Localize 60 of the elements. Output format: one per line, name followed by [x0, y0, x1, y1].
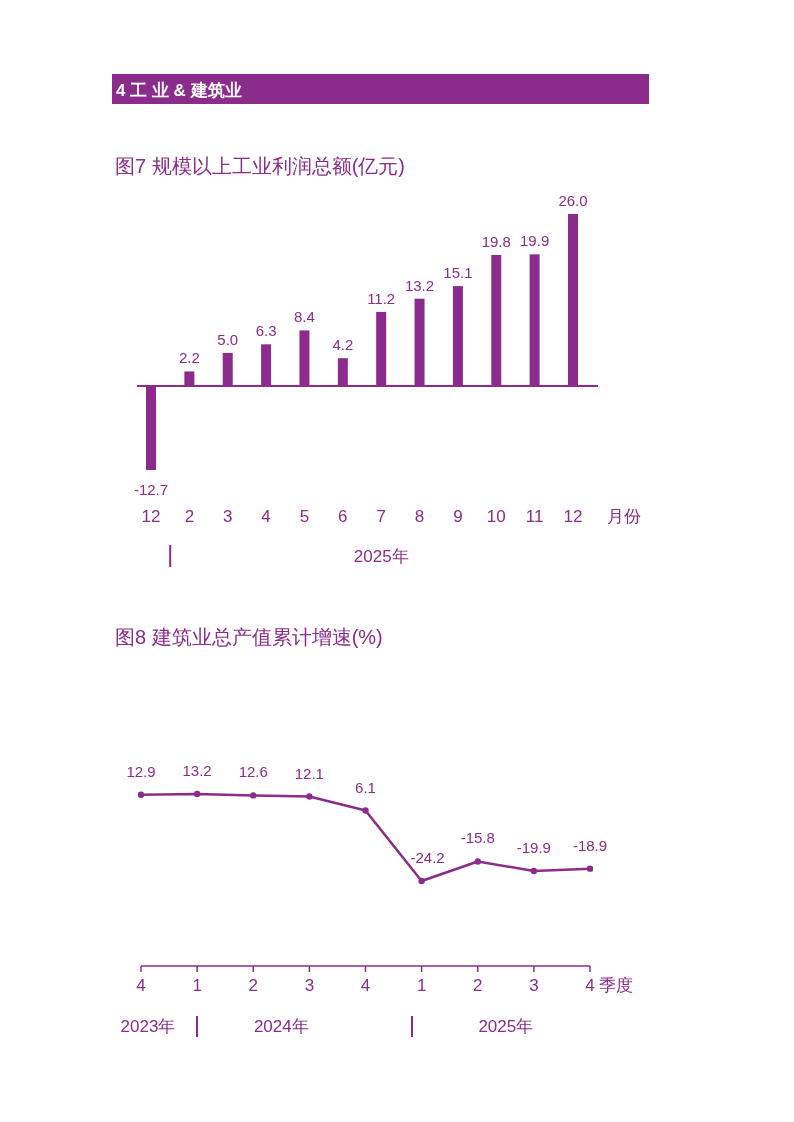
data-label: 6.1	[355, 778, 376, 796]
x-tick-label: 6	[338, 507, 348, 526]
x-axis-title: 季度	[599, 976, 633, 995]
data-label: -15.8	[460, 829, 495, 847]
data-label: 26.0	[558, 192, 588, 209]
x-axis-title: 月份	[607, 507, 641, 526]
x-tick-label: 7	[376, 507, 386, 526]
data-label: 13.2	[182, 762, 212, 779]
text: 2025年	[353, 547, 409, 566]
data-label: 6.3	[255, 322, 277, 340]
data-label: 5.0	[217, 330, 239, 348]
x-tick-label: 2	[184, 507, 195, 526]
data-label: -24.2	[410, 849, 445, 866]
data-label: 19.9	[520, 232, 550, 250]
x-tick-label: 1	[192, 976, 202, 995]
text: 2024年	[253, 1017, 309, 1036]
x-tick-label: 1	[416, 976, 427, 995]
x-tick-label: 2	[473, 976, 483, 995]
x-tick-label: 8	[414, 507, 425, 526]
data-label: 12.6	[238, 763, 268, 781]
x-tick-label: 3	[222, 507, 233, 526]
data-label: 13.2	[404, 276, 435, 294]
data-label: 2.2	[178, 349, 200, 367]
point	[362, 807, 369, 814]
data-label: 4.2	[332, 336, 354, 354]
point	[193, 790, 201, 798]
x-tick-label: 11	[525, 507, 544, 526]
point	[418, 877, 425, 885]
x-tick-label: 10	[486, 507, 506, 526]
point	[530, 867, 538, 875]
point	[586, 865, 594, 872]
data-label: 8.4	[294, 308, 315, 326]
x-tick-label: 3	[304, 976, 315, 995]
text: 2025年	[478, 1017, 534, 1036]
x-tick-label: 3	[529, 976, 539, 995]
chart-title: 图7 规模以上工业利润总额(亿元)	[115, 155, 405, 177]
data-label: -19.9	[516, 839, 551, 856]
x-tick-label: 12	[141, 507, 161, 526]
x-tick-label: 4	[261, 507, 271, 526]
x-tick-label: 4	[585, 976, 595, 995]
x-tick-label: 4	[360, 976, 371, 995]
point	[306, 793, 313, 800]
x-tick-label: 9	[453, 507, 463, 526]
x-tick-label: 5	[299, 507, 310, 526]
data-label: -18.9	[572, 836, 608, 854]
data-label: -12.7	[133, 481, 169, 499]
point	[474, 858, 481, 865]
x-tick-label: 12	[563, 507, 583, 526]
data-label: 12.9	[126, 762, 156, 780]
point	[137, 791, 145, 798]
data-label: 12.1	[294, 764, 324, 782]
data-label: 15.1	[443, 264, 473, 282]
data-label: 19.8	[481, 233, 511, 251]
text: 4 工 业 & 建筑业	[116, 81, 242, 100]
x-tick-label: 4	[136, 976, 146, 995]
chart-title: 图8 建筑业总产值累计增速(%)	[115, 626, 383, 648]
x-tick-label: 2	[248, 976, 258, 995]
data-label: 11.2	[367, 289, 396, 307]
text: 2023年	[120, 1017, 176, 1036]
point	[250, 792, 257, 799]
